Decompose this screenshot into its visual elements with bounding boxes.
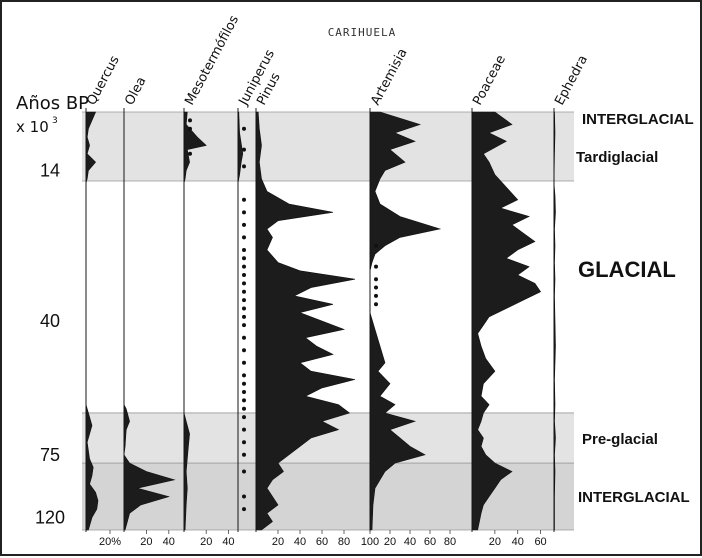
taxon-area [369,111,442,531]
presence-dot [374,264,378,269]
x-tick-label: 60 [534,536,546,548]
presence-dot [188,126,192,131]
zone-label: Tardiglacial [576,149,658,166]
presence-dot [242,306,246,311]
presence-dot [242,164,246,169]
taxon-label: Poaceae [470,53,509,108]
zone-label: Pre-glacial [582,431,658,448]
y-axis-multiplier-exponent: 3 [52,116,58,126]
presence-dot [188,118,192,123]
x-tick-label: 40 [222,536,234,548]
y-tick-label: 75 [40,445,60,465]
presence-dot [242,323,246,328]
taxon-label: Quercus [84,53,123,108]
y-tick-label: 40 [40,311,60,331]
presence-dot [242,398,246,403]
y-tick-label: 120 [35,507,65,527]
presence-dot [374,302,378,307]
x-tick-label: 80 [444,536,456,548]
presence-dot [242,427,246,432]
presence-dot [242,197,246,202]
presence-dot [374,277,378,282]
x-tick-label: 20 [384,536,396,548]
y-axis-label: Años BP [16,93,89,114]
taxon-area [255,111,356,531]
presence-dot [242,335,246,340]
presence-dot [242,314,246,319]
taxon-label: Ephedra [552,53,591,108]
y-axis-multiplier: x 10 [16,118,49,136]
presence-dot [242,289,246,294]
y-tick-label: 14 [40,161,60,181]
x-tick-label: 20 [200,536,212,548]
presence-dot [242,360,246,365]
presence-dot [242,281,246,286]
zone-band [82,412,574,464]
chart-title: CARIHUELA [328,26,397,39]
taxon-panel: Olea 20 40 [122,75,176,548]
x-tick-label: 40 [512,536,524,548]
presence-dot [242,273,246,278]
presence-dot [242,469,246,474]
presence-dot [242,298,246,303]
x-tick-label: 60 [316,536,328,548]
presence-dot [242,235,246,240]
presence-dot [242,247,246,252]
zone-label: INTERGLACIAL [578,489,690,506]
taxon-area [85,111,99,531]
x-tick-label: 20 [272,536,284,548]
presence-dot [242,390,246,395]
taxon-area [553,111,556,531]
x-tick-label: 20 [489,536,501,548]
taxon-area [471,111,542,531]
x-tick-label: 80 [338,536,350,548]
presence-dot [242,264,246,269]
taxon-label: Mesotermófilos [182,13,242,108]
presence-dot [242,222,246,227]
presence-dot [242,147,246,152]
taxon-area [183,111,207,531]
presence-dot [242,256,246,261]
presence-dot [242,406,246,411]
x-tick-label: 20% [99,536,121,548]
presence-dot [242,440,246,445]
x-tick-label: 40 [163,536,175,548]
presence-dot [242,210,246,215]
presence-dot [374,243,378,248]
taxon-label: Artemisia [368,46,410,108]
taxon-area [123,112,176,531]
presence-dot [242,348,246,353]
presence-dot [242,415,246,420]
taxon-label: Olea [122,75,149,108]
presence-dot [242,373,246,378]
presence-dot [242,507,246,512]
presence-dot [188,151,192,156]
presence-dot [242,126,246,131]
zone-label: GLACIAL [578,257,676,282]
axes: INTERGLACIAL Tardiglacial GLACIAL Pre-glaci… [35,111,694,527]
x-tick-label: 20 [140,536,152,548]
presence-dot [242,494,246,499]
presence-dot [374,285,378,290]
x-tick-label: 60 [424,536,436,548]
x-tick-label: 100 [361,536,379,548]
x-tick-label: 40 [294,536,306,548]
taxon-area [237,111,244,530]
presence-dot [374,293,378,298]
zone-label: INTERGLACIAL [582,111,694,128]
presence-dot [242,381,246,386]
presence-dot [242,452,246,457]
x-tick-label: 40 [404,536,416,548]
